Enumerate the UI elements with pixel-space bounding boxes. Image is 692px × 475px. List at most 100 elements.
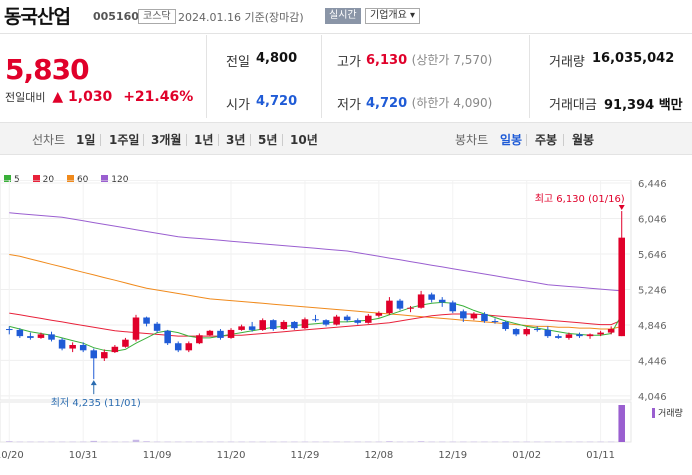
volume-bar xyxy=(407,441,414,443)
candle-body xyxy=(122,339,129,347)
volume-bar xyxy=(565,441,573,443)
divider xyxy=(321,35,322,118)
period-3m-button[interactable]: 3개월 xyxy=(151,133,182,147)
period-3y-button[interactable]: 3년 xyxy=(226,133,246,147)
volume-bar xyxy=(248,441,256,443)
candle-body xyxy=(533,329,541,331)
candle-body xyxy=(322,320,330,325)
stat-label: 저가 xyxy=(337,98,361,113)
volume-bar xyxy=(291,441,298,443)
volume-bar xyxy=(206,441,214,443)
candle-body xyxy=(58,339,66,349)
candle-body xyxy=(153,323,161,331)
volume-bar xyxy=(618,405,625,442)
volume-bar xyxy=(174,441,182,443)
stock-code: 005160 xyxy=(93,10,139,23)
candle-body xyxy=(132,317,140,340)
price-change: 전일대비 ▲ 1,030 +21.46% xyxy=(5,89,193,105)
x-tick-label: 01/02 xyxy=(512,450,541,461)
candle-body xyxy=(164,330,171,344)
candle-body xyxy=(6,329,13,331)
x-tick-label: 10/31 xyxy=(69,450,98,461)
volume-bar xyxy=(217,441,224,443)
divider xyxy=(186,134,187,146)
stat-volume: 거래량 16,035,042 xyxy=(549,51,689,71)
volume-bar xyxy=(555,441,562,443)
stat-amount: 거래대금 91,394 백만 xyxy=(549,94,689,114)
divider xyxy=(563,134,564,146)
candle-body xyxy=(565,334,573,338)
candle-body xyxy=(354,320,362,323)
stock-header: 동국산업 005160 코스닥 2024.01.16 기준(장마감) 실시간 기… xyxy=(0,0,692,34)
change-value: 1,030 xyxy=(68,89,113,105)
max-arrow-icon xyxy=(618,205,625,211)
candle-body xyxy=(248,326,256,330)
period-5y-button[interactable]: 5년 xyxy=(258,133,278,147)
y-tick-label: 4,446 xyxy=(638,356,667,367)
candle-body xyxy=(227,329,235,338)
stat-high: 고가 6,130 (상한가 7,570) xyxy=(337,51,527,71)
y-tick-label: 4,046 xyxy=(638,392,667,403)
stat-value: 91,394 백만 xyxy=(604,94,683,113)
candlestick-chart[interactable]: 4,046 4,446 4,846 5,246 5,646 6,046 6,446 10/20… xyxy=(0,180,692,475)
candle-body xyxy=(365,315,372,323)
volume-bar xyxy=(354,441,362,443)
candle-body xyxy=(37,334,45,338)
date-text: 2024.01.16 기준(장마감) xyxy=(178,11,304,24)
candle-body xyxy=(90,350,98,359)
price-summary: 5,830 전일대비 ▲ 1,030 +21.46% xyxy=(0,35,207,118)
weekly-candle-button[interactable]: 주봉 xyxy=(535,133,558,147)
x-tick-label: 10/20 xyxy=(0,450,24,461)
volume-legend-label: 거래량 xyxy=(658,407,683,419)
volume-bar xyxy=(365,441,372,443)
volume-bar xyxy=(343,441,351,443)
daily-candle-button[interactable]: 일봉 xyxy=(500,133,523,147)
candle-body xyxy=(69,345,76,349)
candle-body xyxy=(174,343,182,351)
candle-body xyxy=(259,320,266,330)
max-price-annotation: 최고 6,130 (01/16) xyxy=(535,193,625,205)
up-arrow-icon: ▲ xyxy=(52,89,64,105)
volume-bar xyxy=(491,441,499,443)
divider xyxy=(218,134,219,146)
volume-legend-swatch xyxy=(652,408,655,418)
candle-body xyxy=(523,329,530,335)
volume-bar xyxy=(153,441,161,443)
divider xyxy=(143,134,144,146)
period-10y-button[interactable]: 10년 xyxy=(290,133,318,147)
volume-bar xyxy=(576,441,583,443)
candle-body xyxy=(438,299,446,303)
candle-body xyxy=(407,307,414,309)
stat-label: 전일 xyxy=(226,55,250,70)
period-1d-button[interactable]: 1일 xyxy=(76,133,96,147)
candle-body xyxy=(111,346,119,353)
candle-body xyxy=(333,316,340,325)
stat-value: 4,720 xyxy=(256,94,298,109)
volume-bar xyxy=(101,441,108,443)
volume-bar xyxy=(79,441,87,443)
volume-bar xyxy=(90,440,98,442)
period-1w-button[interactable]: 1주일 xyxy=(109,133,140,147)
candle-body xyxy=(491,321,499,323)
volume-bar xyxy=(312,441,319,443)
volume-bar xyxy=(386,441,393,442)
volume-bar xyxy=(196,441,203,443)
candle-body xyxy=(16,329,24,337)
company-info-button[interactable]: 기업개요 ▾ xyxy=(365,8,420,24)
volume-bar xyxy=(111,441,119,443)
x-tick-label: 11/09 xyxy=(143,450,172,461)
period-1y-button[interactable]: 1년 xyxy=(194,133,214,147)
monthly-candle-button[interactable]: 월봉 xyxy=(572,133,595,147)
divider xyxy=(282,134,283,146)
x-tick-label: 01/11 xyxy=(586,450,615,461)
volume-bar xyxy=(132,439,140,442)
volume-bar xyxy=(185,441,193,443)
candle-body xyxy=(217,330,224,338)
realtime-button[interactable]: 실시간 xyxy=(325,8,361,24)
volume-bar xyxy=(227,441,235,443)
candle-body xyxy=(291,321,298,329)
amount-unit: 백만 xyxy=(658,98,683,113)
volume-bar xyxy=(280,441,288,443)
volume-bar xyxy=(122,441,129,443)
volume-bar xyxy=(512,441,520,443)
